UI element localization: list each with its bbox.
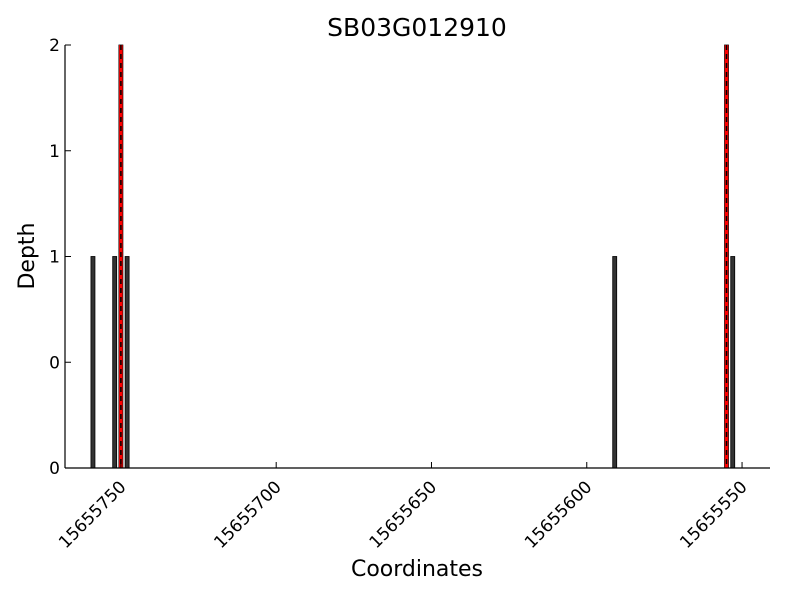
x-tick-label: 15655600	[521, 477, 596, 552]
y-tick-label: 1	[49, 248, 60, 268]
axes	[64, 45, 770, 469]
x-tick-label: 15655550	[676, 477, 751, 552]
y-tick-label: 1	[49, 142, 60, 162]
markers	[119, 45, 729, 468]
x-ticks: 15655750 15655700 15655650 15655600 15655550	[55, 462, 752, 553]
bar	[90, 256, 96, 469]
y-axis-label: Depth	[15, 222, 40, 289]
x-tick-label: 15655650	[366, 477, 441, 552]
y-tick-label: 0	[49, 459, 60, 479]
bar	[124, 256, 130, 469]
y-tick-label: 0	[49, 353, 60, 373]
y-ticks: 0 0 1 1 2	[49, 36, 71, 479]
bars	[90, 44, 736, 469]
x-tick-label: 15655700	[210, 477, 285, 552]
bar	[730, 256, 736, 469]
chart-title: SB03G012910	[327, 13, 507, 42]
y-tick-label: 2	[49, 36, 60, 56]
x-tick-label: 15655750	[55, 477, 130, 552]
bar	[612, 256, 618, 469]
x-axis-label: Coordinates	[351, 557, 483, 582]
bar	[112, 256, 118, 469]
